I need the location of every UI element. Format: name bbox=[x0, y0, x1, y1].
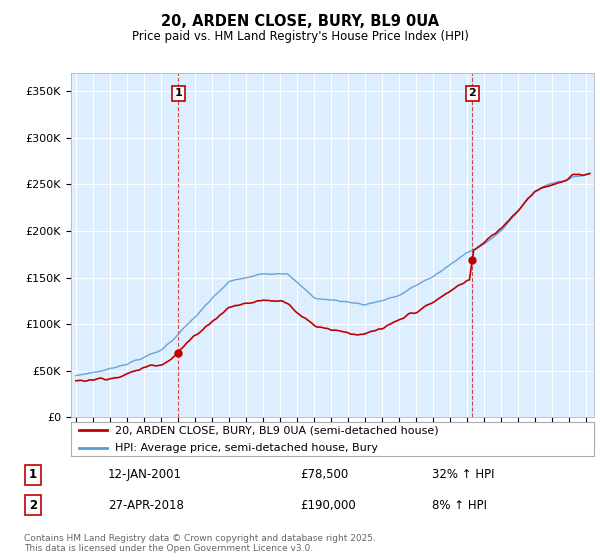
Text: 8% ↑ HPI: 8% ↑ HPI bbox=[432, 499, 487, 512]
Text: 12-JAN-2001: 12-JAN-2001 bbox=[108, 468, 182, 481]
Text: £190,000: £190,000 bbox=[300, 499, 356, 512]
Text: 27-APR-2018: 27-APR-2018 bbox=[108, 499, 184, 512]
Text: HPI: Average price, semi-detached house, Bury: HPI: Average price, semi-detached house,… bbox=[115, 443, 378, 452]
Text: £78,500: £78,500 bbox=[300, 468, 348, 481]
Text: 20, ARDEN CLOSE, BURY, BL9 0UA: 20, ARDEN CLOSE, BURY, BL9 0UA bbox=[161, 14, 439, 29]
Text: 2: 2 bbox=[469, 88, 476, 98]
Text: Price paid vs. HM Land Registry's House Price Index (HPI): Price paid vs. HM Land Registry's House … bbox=[131, 30, 469, 43]
Text: 32% ↑ HPI: 32% ↑ HPI bbox=[432, 468, 494, 481]
Text: 2: 2 bbox=[29, 499, 37, 512]
Text: 1: 1 bbox=[29, 468, 37, 481]
Text: 1: 1 bbox=[175, 88, 182, 98]
Text: 20, ARDEN CLOSE, BURY, BL9 0UA (semi-detached house): 20, ARDEN CLOSE, BURY, BL9 0UA (semi-det… bbox=[115, 426, 439, 435]
Text: Contains HM Land Registry data © Crown copyright and database right 2025.
This d: Contains HM Land Registry data © Crown c… bbox=[24, 534, 376, 553]
